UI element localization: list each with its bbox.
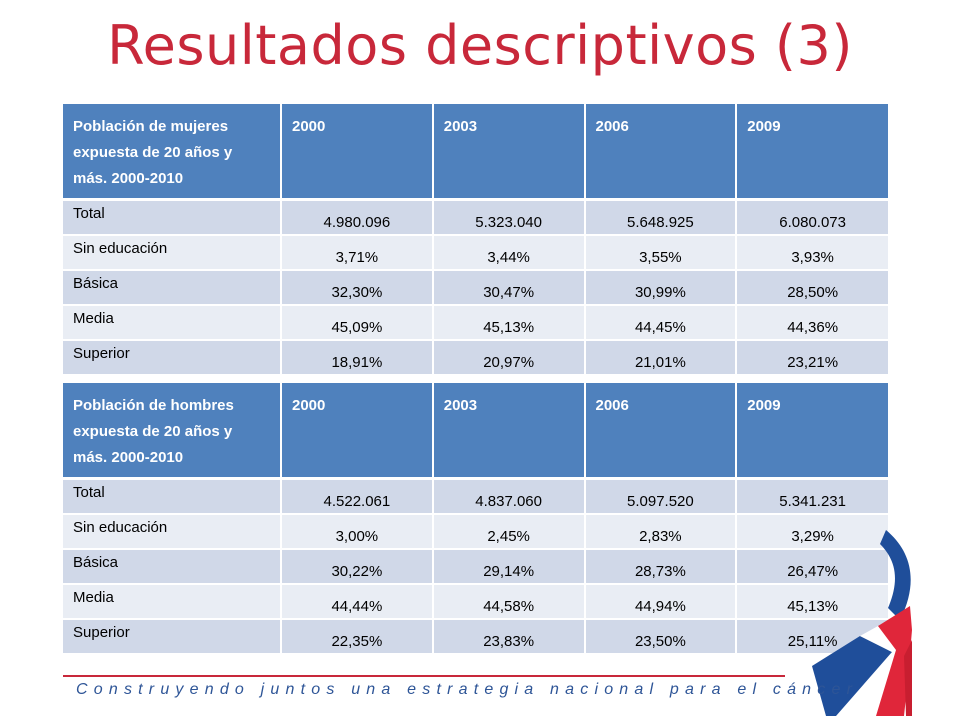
cell-value: 30,22% xyxy=(281,549,434,585)
cell-value: 20,97% xyxy=(432,340,586,376)
cell-value: 5.648.925 xyxy=(584,199,738,236)
cell-value: 44,36% xyxy=(736,305,888,341)
footer-tagline: Construyendo juntos una estrategia nacio… xyxy=(76,681,859,698)
cell-value: 44,45% xyxy=(584,305,738,341)
cell-value: 3,00% xyxy=(281,514,434,550)
row-label: Media xyxy=(63,584,282,620)
row-label: Superior xyxy=(63,619,282,655)
year-header: 2000 xyxy=(281,383,434,480)
table-header-row: Población de hombres expuesta de 20 años… xyxy=(63,383,888,480)
table-header-title: Población de mujeres expuesta de 20 años… xyxy=(63,104,282,201)
cell-value: 3,93% xyxy=(736,235,888,271)
cell-value: 30,99% xyxy=(584,270,738,306)
cell-value: 4.837.060 xyxy=(432,478,586,515)
cell-value: 23,83% xyxy=(432,619,586,655)
cell-value: 5.323.040 xyxy=(432,199,586,236)
row-label: Superior xyxy=(63,340,282,376)
cell-value: 2,45% xyxy=(432,514,586,550)
table-row: Básica 30,22% 29,14% 28,73% 26,47% xyxy=(63,549,888,585)
row-label: Sin educación xyxy=(63,235,282,271)
row-label: Básica xyxy=(63,270,282,306)
cell-value: 6.080.073 xyxy=(736,199,888,236)
cell-value: 44,44% xyxy=(281,584,434,620)
table-row: Media 45,09% 45,13% 44,45% 44,36% xyxy=(63,305,888,341)
cell-value: 28,73% xyxy=(584,549,738,585)
table-row: Total 4.522.061 4.837.060 5.097.520 5.34… xyxy=(63,478,888,515)
cell-value: 21,01% xyxy=(584,340,738,376)
row-label: Total xyxy=(63,199,282,236)
cell-value: 3,44% xyxy=(432,235,586,271)
cell-value: 18,91% xyxy=(281,340,434,376)
table-row: Sin educación 3,00% 2,45% 2,83% 3,29% xyxy=(63,514,888,550)
cell-value: 3,29% xyxy=(736,514,888,550)
cell-value: 3,71% xyxy=(281,235,434,271)
cell-value: 28,50% xyxy=(736,270,888,306)
row-label: Total xyxy=(63,478,282,515)
cell-value: 45,09% xyxy=(281,305,434,341)
row-label: Media xyxy=(63,305,282,341)
cell-value: 26,47% xyxy=(736,549,888,585)
cell-value: 4.522.061 xyxy=(281,478,434,515)
table-row: Superior 22,35% 23,83% 23,50% 25,11% xyxy=(63,619,888,655)
cell-value: 23,21% xyxy=(736,340,888,376)
cell-value: 30,47% xyxy=(432,270,586,306)
year-header: 2006 xyxy=(584,104,738,201)
cell-value: 4.980.096 xyxy=(281,199,434,236)
year-header: 2009 xyxy=(736,104,888,201)
cell-value: 5.097.520 xyxy=(584,478,738,515)
cell-value: 2,83% xyxy=(584,514,738,550)
table-row: Total 4.980.096 5.323.040 5.648.925 6.08… xyxy=(63,199,888,236)
year-header: 2003 xyxy=(432,104,586,201)
cell-value: 3,55% xyxy=(584,235,738,271)
table-row: Básica 32,30% 30,47% 30,99% 28,50% xyxy=(63,270,888,306)
footer-divider xyxy=(63,675,785,677)
table-header-row: Población de mujeres expuesta de 20 años… xyxy=(63,104,888,201)
cell-value: 45,13% xyxy=(432,305,586,341)
slide-title: Resultados descriptivos (3) xyxy=(107,14,853,77)
cell-value: 5.341.231 xyxy=(736,478,888,515)
cell-value: 22,35% xyxy=(281,619,434,655)
table-header-title: Población de hombres expuesta de 20 años… xyxy=(63,383,282,480)
men-education-table: Población de hombres expuesta de 20 años… xyxy=(63,383,888,655)
year-header: 2000 xyxy=(281,104,434,201)
chile-flag-ribbon-icon xyxy=(812,530,912,716)
women-education-table: Población de mujeres expuesta de 20 años… xyxy=(63,104,888,376)
year-header: 2009 xyxy=(736,383,888,480)
year-header: 2006 xyxy=(584,383,738,480)
cell-value: 32,30% xyxy=(281,270,434,306)
cell-value: 45,13% xyxy=(736,584,888,620)
cell-value: 44,94% xyxy=(584,584,738,620)
year-header: 2003 xyxy=(432,383,586,480)
cell-value: 44,58% xyxy=(432,584,586,620)
row-label: Básica xyxy=(63,549,282,585)
row-label: Sin educación xyxy=(63,514,282,550)
table-row: Sin educación 3,71% 3,44% 3,55% 3,93% xyxy=(63,235,888,271)
table-row: Superior 18,91% 20,97% 21,01% 23,21% xyxy=(63,340,888,376)
cell-value: 23,50% xyxy=(584,619,738,655)
table-row: Media 44,44% 44,58% 44,94% 45,13% xyxy=(63,584,888,620)
cell-value: 29,14% xyxy=(432,549,586,585)
